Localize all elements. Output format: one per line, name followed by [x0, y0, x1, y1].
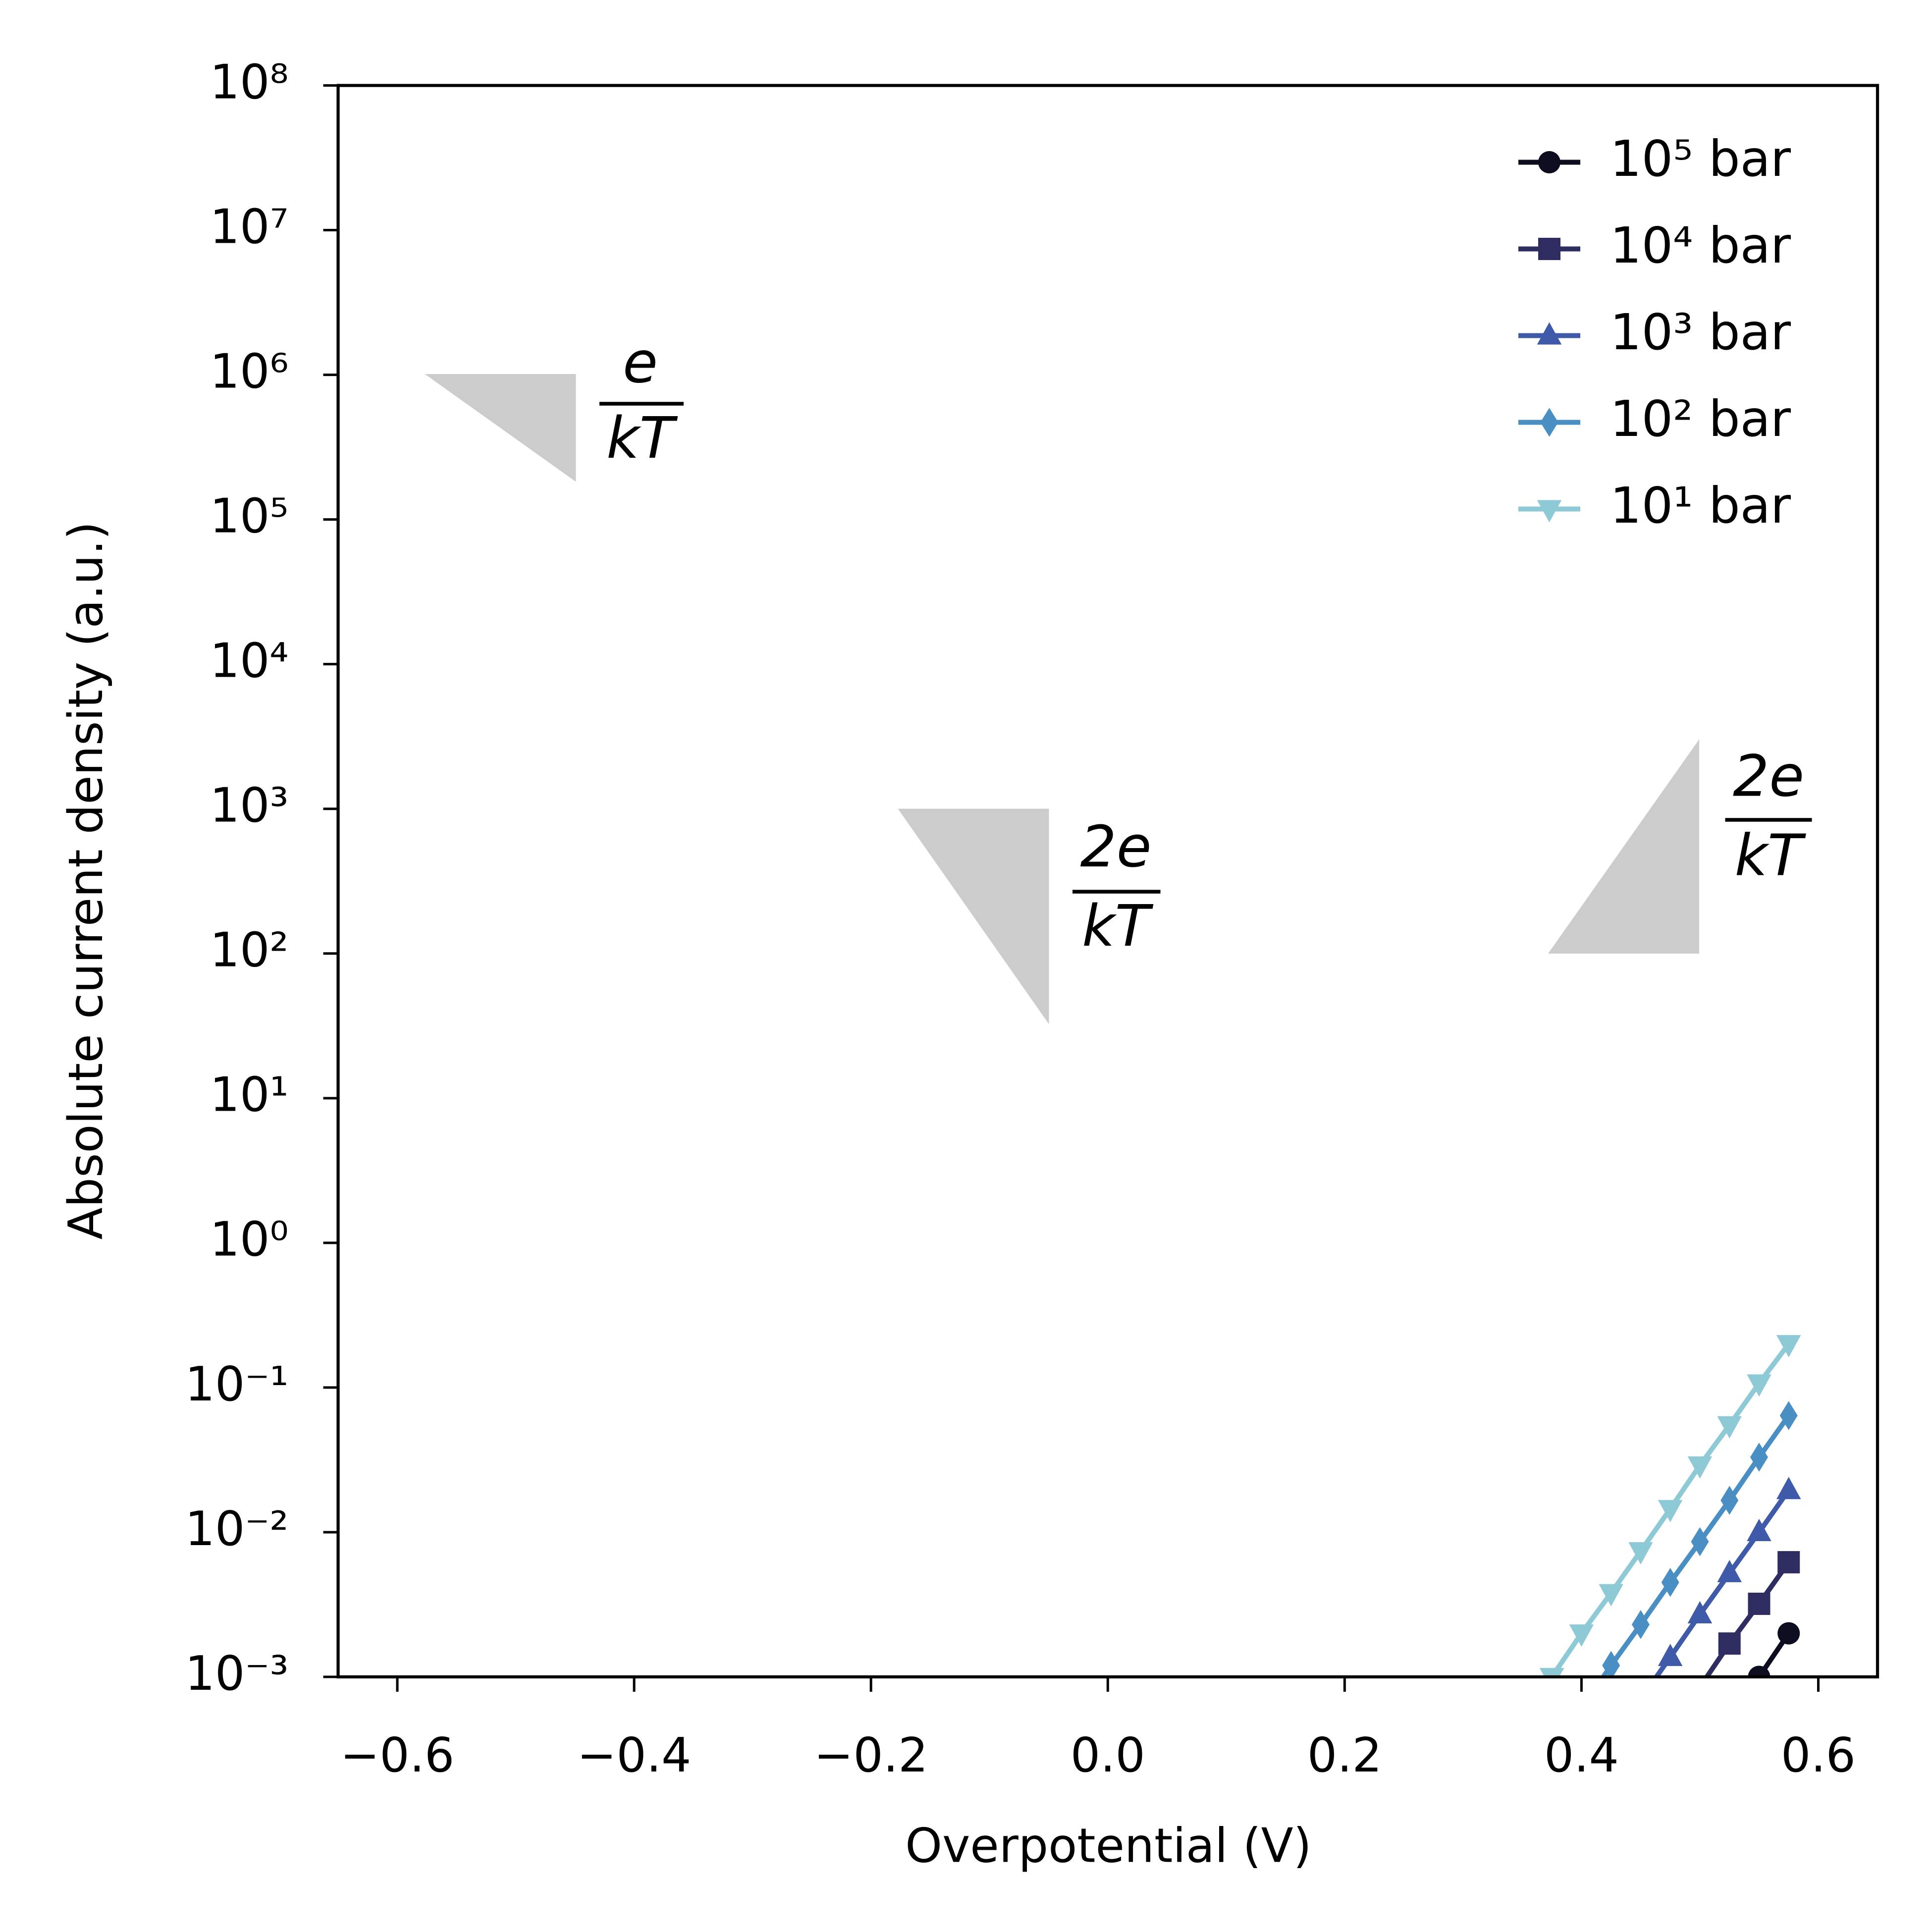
legend-marker — [1538, 238, 1560, 260]
y-tick-label: 10³ — [210, 779, 289, 833]
data-point — [1717, 1416, 1742, 1439]
data-point — [1599, 1584, 1623, 1607]
data-point — [1628, 1542, 1653, 1565]
data-point — [1539, 1668, 1564, 1677]
data-point — [1748, 1665, 1771, 1677]
y-tick-label: 10⁻³ — [185, 1647, 288, 1701]
data-point — [1747, 1518, 1771, 1541]
fraction-numerator: e — [623, 330, 658, 396]
series-line — [1600, 1414, 1791, 1677]
y-tick-label: 10⁰ — [210, 1213, 289, 1267]
fraction-denominator: kT — [606, 405, 678, 472]
legend-label: 10⁴ bar — [1610, 216, 1791, 274]
data-point — [1569, 1624, 1594, 1647]
data-point — [1687, 1456, 1713, 1479]
data-point — [1747, 1374, 1771, 1397]
data-point — [1777, 1622, 1800, 1645]
series-line — [1704, 1560, 1791, 1677]
data-point — [1687, 1601, 1713, 1624]
x-tick-label: 0.4 — [1544, 1728, 1619, 1783]
y-tick-label: 10⁵ — [210, 489, 289, 544]
y-tick-label: 10⁴ — [210, 634, 289, 689]
x-axis-label: Overpotential (V) — [905, 1819, 1311, 1873]
fraction-denominator: kT — [1735, 823, 1807, 889]
x-tick-label: −0.2 — [814, 1728, 928, 1783]
y-tick-label: 10⁻¹ — [185, 1357, 288, 1412]
data-point — [1750, 1443, 1768, 1472]
data-point — [1717, 1559, 1742, 1582]
data-point — [1776, 1477, 1801, 1500]
y-tick-label: 10⁶ — [210, 344, 289, 399]
x-tick-label: 0.0 — [1071, 1728, 1145, 1783]
y-tick-label: 10⁷ — [210, 200, 289, 254]
data-point — [1691, 1527, 1709, 1556]
legend-label: 10¹ bar — [1610, 477, 1791, 535]
slope-triangle — [425, 374, 576, 482]
data-point — [1776, 1335, 1801, 1357]
data-point — [1720, 1486, 1739, 1515]
data-point — [1661, 1567, 1679, 1597]
x-tick-label: 0.6 — [1781, 1728, 1856, 1783]
legend-marker — [1537, 500, 1562, 523]
data-point — [1658, 1500, 1683, 1522]
plot-area — [1539, 1335, 1801, 1677]
y-tick-label: 10⁻² — [185, 1502, 288, 1556]
y-axis-label: Absolute current density (a.u.) — [59, 522, 113, 1240]
legend-label: 10⁵ bar — [1610, 130, 1791, 188]
slope-triangle — [898, 808, 1049, 1024]
data-point — [1748, 1592, 1771, 1615]
x-tick-label: 0.2 — [1307, 1728, 1382, 1783]
x-tick-label: −0.4 — [577, 1728, 692, 1783]
data-point — [1658, 1644, 1683, 1666]
x-tick-label: −0.6 — [340, 1728, 455, 1783]
y-tick-label: 10¹ — [210, 1068, 289, 1123]
y-tick-label: 10² — [210, 923, 289, 978]
legend-marker — [1540, 408, 1558, 437]
fraction-denominator: kT — [1082, 893, 1154, 960]
legend-label: 10² bar — [1610, 390, 1791, 448]
data-point — [1602, 1651, 1620, 1677]
plot-frame — [336, 84, 1879, 1679]
legend-marker — [1537, 322, 1562, 345]
legend-marker — [1538, 151, 1560, 173]
y-tick-label: 10⁸ — [210, 55, 289, 109]
fraction-numerator: 2e — [1080, 814, 1152, 880]
data-point — [1779, 1401, 1798, 1430]
fraction-numerator: 2e — [1733, 744, 1804, 810]
data-point — [1777, 1551, 1800, 1574]
legend-label: 10³ bar — [1610, 303, 1791, 361]
data-point — [1631, 1610, 1650, 1639]
slope-triangle — [1548, 739, 1699, 954]
data-point — [1718, 1632, 1741, 1655]
